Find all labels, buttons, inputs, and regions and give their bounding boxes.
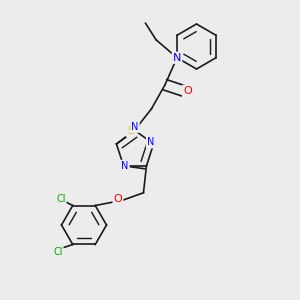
Text: N: N (122, 161, 129, 171)
Text: O: O (183, 86, 192, 96)
Text: O: O (114, 194, 122, 204)
Text: N: N (147, 137, 154, 148)
Text: Cl: Cl (56, 194, 65, 204)
Text: S: S (127, 126, 134, 136)
Text: Cl: Cl (53, 247, 62, 257)
Text: N: N (173, 53, 181, 63)
Text: N: N (131, 122, 139, 132)
